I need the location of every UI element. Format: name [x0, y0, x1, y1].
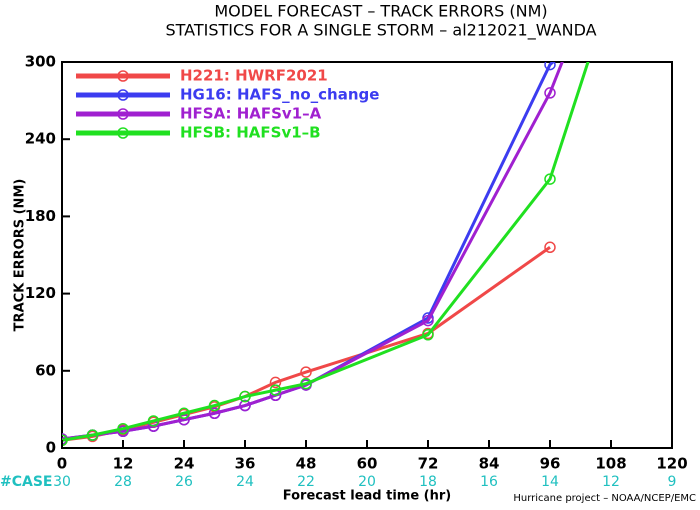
- point: [208, 407, 221, 420]
- x-tick-label: 12: [113, 455, 134, 473]
- point: [117, 422, 129, 435]
- plot-frame: [61, 61, 673, 449]
- y-tick-label: 300: [25, 53, 56, 71]
- point: [208, 399, 221, 412]
- case-count: 12: [602, 474, 620, 490]
- case-label: #CASE: [0, 474, 53, 490]
- y-tick-label: 60: [35, 361, 56, 379]
- y-tick-label: 0: [46, 439, 56, 457]
- point: [606, 6, 616, 16]
- series-line: [62, 62, 590, 442]
- point: [544, 87, 556, 99]
- point: [422, 329, 434, 341]
- case-count: 30: [53, 474, 71, 490]
- legend-label: H221: HWRF2021: [180, 67, 328, 85]
- legend-marker: [117, 108, 129, 120]
- legend-label: HG16: HAFS_no_change: [180, 86, 379, 104]
- x-tick-label: 72: [418, 455, 439, 473]
- legend-marker: [117, 127, 129, 139]
- case-count: 9: [668, 474, 677, 490]
- legend-label: HFSA: HAFSv1–A: [180, 105, 322, 123]
- legend-marker: [117, 70, 129, 82]
- case-count: 22: [297, 474, 315, 490]
- case-count: 20: [358, 474, 376, 490]
- x-tick-label: 60: [357, 455, 378, 473]
- legend-label: HFSB: HAFSv1–B: [180, 124, 321, 142]
- point: [300, 366, 312, 378]
- legend-marker: [117, 89, 129, 101]
- point: [300, 377, 312, 390]
- point: [544, 173, 556, 185]
- chart-subtitle: STATISTICS FOR A SINGLE STORM – al212021…: [165, 21, 596, 41]
- case-count: 18: [419, 474, 437, 490]
- point: [269, 384, 282, 396]
- x-tick-label: 36: [235, 455, 256, 473]
- x-tick-label: 84: [479, 455, 500, 473]
- point: [544, 62, 556, 71]
- footer: Hurricane project – NOAA/NCEP/EMC: [513, 493, 696, 504]
- series-line: [62, 62, 564, 441]
- plot: [62, 0, 677, 447]
- point: [239, 399, 251, 412]
- case-count: 16: [480, 474, 498, 490]
- y-tick-label: 120: [25, 284, 56, 302]
- point: [544, 241, 556, 254]
- y-tick-label: 240: [25, 130, 56, 148]
- x-tick-label: 96: [540, 455, 561, 473]
- point: [178, 407, 190, 420]
- x-tick-label: 108: [595, 455, 626, 473]
- x-axis-label: Forecast lead time (hr): [283, 489, 451, 504]
- case-count: 28: [114, 474, 132, 490]
- case-count: 14: [541, 474, 559, 490]
- x-tick-label: 24: [174, 455, 195, 473]
- case-count: 26: [175, 474, 193, 490]
- chart-title: MODEL FORECAST – TRACK ERRORS (NM): [214, 2, 547, 21]
- point: [269, 376, 282, 389]
- y-axis-label: TRACK ERRORS (NM): [13, 179, 28, 332]
- series-line: [62, 0, 672, 440]
- x-tick-label: 48: [296, 455, 317, 473]
- x-tick-label: 120: [656, 455, 687, 473]
- x-tick-label: 0: [57, 455, 67, 473]
- case-count: 24: [236, 474, 254, 490]
- point: [422, 314, 434, 327]
- point: [239, 390, 251, 403]
- point: [147, 415, 160, 427]
- point: [62, 434, 68, 447]
- y-tick-label: 180: [25, 207, 56, 225]
- point: [86, 429, 99, 441]
